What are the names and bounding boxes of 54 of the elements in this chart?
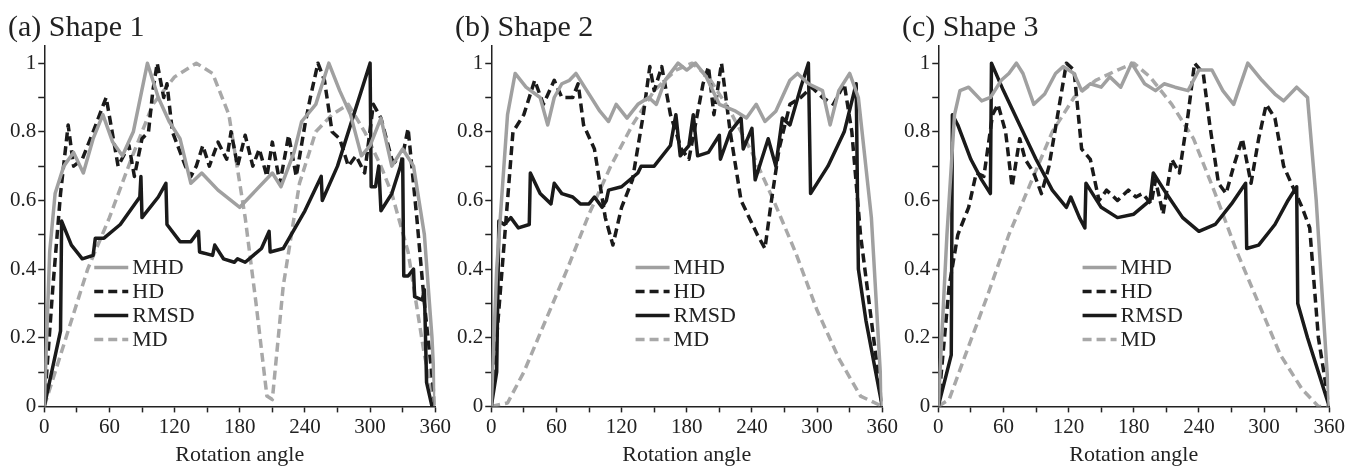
x-axis-title: Rotation angle xyxy=(622,440,752,466)
x-tick-label: 300 xyxy=(801,413,833,438)
x-tick-label: 360 xyxy=(1313,413,1345,438)
x-tick-label: 360 xyxy=(419,413,451,438)
legend-label: HD xyxy=(1120,278,1153,304)
legend-label: RMSD xyxy=(1120,302,1183,328)
y-tick-label: 0 xyxy=(472,392,484,417)
y-tick-label: 0.4 xyxy=(904,255,931,280)
y-tick-label: 0.4 xyxy=(457,255,484,280)
x-tick-label: 120 xyxy=(158,413,191,438)
x-tick-label: 180 xyxy=(671,413,703,438)
x-tick-label: 120 xyxy=(605,413,638,438)
x-tick-label: 240 xyxy=(736,413,768,438)
legend-label: MD xyxy=(1120,326,1157,352)
x-tick-label: 300 xyxy=(354,413,386,438)
x-tick-label: 60 xyxy=(545,413,567,438)
chart-title: (c) Shape 3 xyxy=(902,8,1039,43)
y-tick-label: 0.2 xyxy=(457,324,484,349)
y-tick-label: 0.2 xyxy=(10,324,37,349)
legend-label: HD xyxy=(132,278,165,304)
y-tick-label: 0.8 xyxy=(457,118,484,143)
chart-title: (b) Shape 2 xyxy=(455,8,594,43)
legend-label: HD xyxy=(673,278,706,304)
legend-label: RMSD xyxy=(132,302,195,328)
y-tick-label: 0.4 xyxy=(10,255,37,280)
legend-label: MD xyxy=(132,326,168,352)
y-tick-label: 0.8 xyxy=(10,118,37,143)
legend-label: MHD xyxy=(132,254,184,280)
chart-title: (a) Shape 1 xyxy=(8,8,145,43)
legend-label: MHD xyxy=(1120,254,1172,280)
x-tick-label: 360 xyxy=(866,413,898,438)
x-tick-label: 60 xyxy=(992,413,1014,438)
legend-label: MHD xyxy=(673,254,725,280)
y-tick-label: 0.2 xyxy=(904,324,931,349)
y-tick-label: 1 xyxy=(25,49,37,74)
y-tick-label: 0.8 xyxy=(904,118,931,143)
y-tick-label: 0.6 xyxy=(10,186,37,211)
x-tick-label: 300 xyxy=(1248,413,1280,438)
x-tick-label: 180 xyxy=(1118,413,1150,438)
x-tick-label: 180 xyxy=(224,413,256,438)
y-tick-label: 1 xyxy=(919,49,931,74)
x-axis-title: Rotation angle xyxy=(175,440,305,466)
x-tick-label: 120 xyxy=(1052,413,1085,438)
y-tick-label: 0 xyxy=(919,392,931,417)
y-tick-label: 0.6 xyxy=(904,186,931,211)
x-axis-title: Rotation angle xyxy=(1069,440,1199,466)
legend-label: MD xyxy=(673,326,710,352)
y-tick-label: 0 xyxy=(25,392,37,417)
x-tick-label: 60 xyxy=(98,413,120,438)
legend-label: RMSD xyxy=(673,302,736,328)
x-tick-label: 240 xyxy=(1183,413,1215,438)
y-tick-label: 1 xyxy=(472,49,484,74)
y-tick-label: 0.6 xyxy=(457,186,484,211)
x-tick-label: 240 xyxy=(289,413,321,438)
